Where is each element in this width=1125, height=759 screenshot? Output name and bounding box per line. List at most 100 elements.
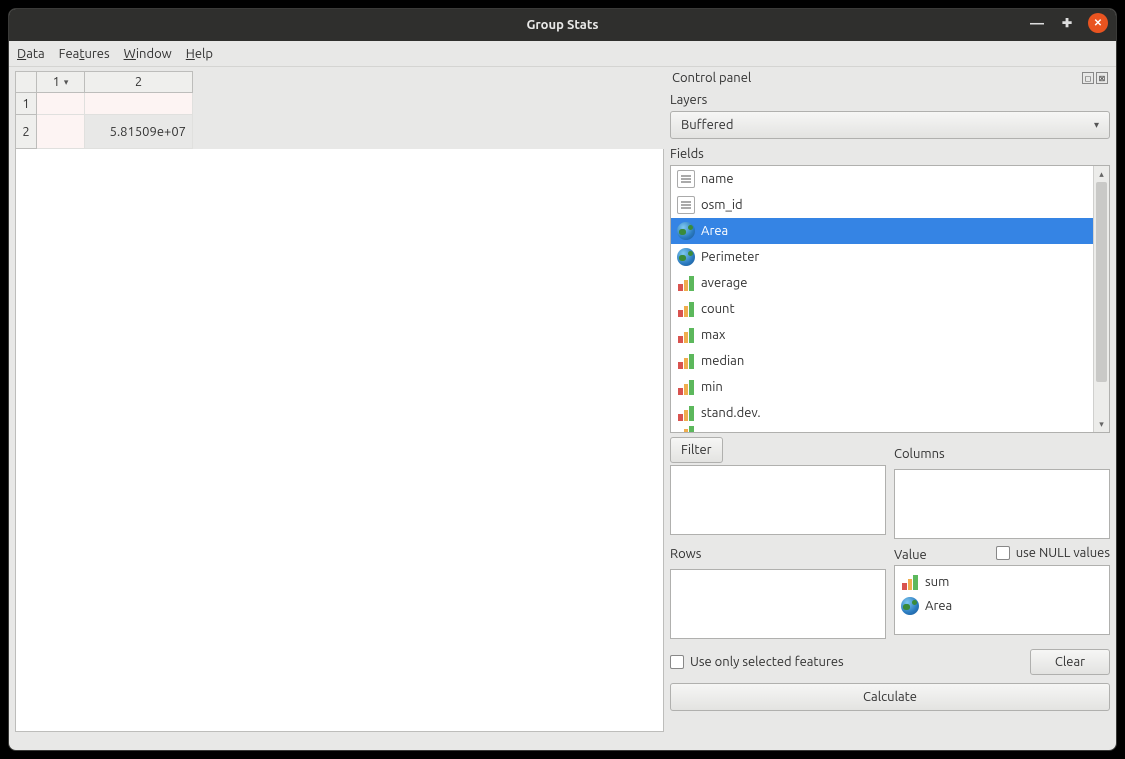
fields-scrollbar[interactable]: ▴ ▾ (1093, 166, 1109, 432)
value-item-area[interactable]: Area (899, 594, 1105, 618)
bottom-row: Use only selected features Clear (670, 649, 1110, 675)
clear-button[interactable]: Clear (1030, 649, 1110, 675)
rows-value-row: Rows Value use NULL values sum Area (670, 543, 1110, 639)
control-panel-header: Control panel ◻ ⊠ (670, 71, 1110, 85)
cell-2-2[interactable]: 5.81509e+07 (85, 115, 193, 149)
menu-window[interactable]: Window (124, 47, 172, 61)
undock-icon[interactable]: ◻ (1082, 72, 1094, 84)
checkbox-icon (996, 546, 1010, 560)
columns-label: Columns (894, 441, 1110, 467)
text-field-icon (677, 196, 695, 214)
titlebar: Group Stats (9, 9, 1116, 41)
field-item-area[interactable]: Area (671, 218, 1093, 244)
row-header-1[interactable]: 1 (15, 93, 37, 115)
value-column: Value use NULL values sum Area (894, 543, 1110, 639)
fields-label: Fields (670, 147, 1110, 161)
field-item-osm-id[interactable]: osm_id (671, 192, 1093, 218)
row-header-2[interactable]: 2 (15, 115, 37, 149)
field-item-label: name (701, 172, 734, 186)
field-item-perimeter[interactable]: Perimeter (671, 244, 1093, 270)
cell-1-1[interactable] (37, 93, 85, 115)
rows-label: Rows (670, 547, 886, 567)
bars-icon (677, 300, 695, 318)
use-selected-label: Use only selected features (690, 655, 844, 669)
columns-column: Columns (894, 437, 1110, 539)
field-item-stand-dev-[interactable]: stand.dev. (671, 400, 1093, 426)
column-header-2[interactable]: 2 (85, 71, 193, 93)
field-item-label: average (701, 276, 747, 290)
filter-drop-area[interactable] (670, 465, 886, 535)
menubar: Data Features Window Help (9, 41, 1116, 67)
window-controls (1028, 13, 1108, 33)
table-row: 2 5.81509e+07 (15, 115, 664, 149)
results-header-row: 1 2 (15, 71, 664, 93)
window: Group Stats Data Features Window Help 1 2 1… (8, 8, 1117, 751)
cell-1-2[interactable] (85, 93, 193, 115)
layers-combo[interactable]: Buffered (670, 111, 1110, 139)
bars-icon (677, 404, 695, 422)
control-panel: Control panel ◻ ⊠ Layers Buffered Fields… (670, 71, 1110, 732)
calculate-button[interactable]: Calculate (670, 683, 1110, 711)
field-item-median[interactable]: median (671, 348, 1093, 374)
bars-icon (677, 274, 695, 292)
field-item-label: count (701, 302, 735, 316)
field-item-count[interactable]: count (671, 296, 1093, 322)
bars-icon (677, 326, 695, 344)
field-item-label: osm_id (701, 198, 743, 212)
text-field-icon (677, 170, 695, 188)
field-item-label: min (701, 380, 723, 394)
content-area: 1 2 1 2 5.81509e+07 Control panel ◻ ⊠ (9, 67, 1116, 750)
minimize-button[interactable] (1028, 14, 1046, 32)
use-null-label: use NULL values (1016, 546, 1110, 560)
field-item-label: Area (701, 224, 728, 238)
rows-drop-area[interactable] (670, 569, 886, 639)
value-label: Value (894, 548, 927, 562)
panel-header-icons: ◻ ⊠ (1082, 72, 1108, 84)
window-title: Group Stats (526, 18, 598, 32)
rows-column: Rows (670, 543, 886, 639)
menu-features[interactable]: Features (59, 47, 110, 61)
globe-icon (677, 248, 695, 266)
close-button[interactable] (1088, 13, 1108, 33)
field-item-min[interactable]: min (671, 374, 1093, 400)
field-item-label: stand.dev. (701, 406, 761, 420)
fields-list[interactable]: name osm_id Area Perimeter average count max me… (671, 166, 1093, 432)
column-header-1[interactable]: 1 (37, 71, 85, 93)
scroll-down-icon[interactable]: ▾ (1094, 416, 1109, 432)
field-item-label: Perimeter (701, 250, 759, 264)
field-item-label: max (701, 328, 725, 342)
control-panel-title: Control panel (672, 71, 751, 85)
checkbox-icon (670, 655, 684, 669)
value-drop-area[interactable]: sum Area (894, 565, 1110, 635)
value-item-label: sum (925, 575, 949, 589)
menu-data[interactable]: Data (17, 47, 45, 61)
columns-drop-area[interactable] (894, 469, 1110, 539)
results-pane: 1 2 1 2 5.81509e+07 (15, 71, 664, 732)
filter-column: Filter (670, 437, 886, 539)
filter-button[interactable]: Filter (670, 437, 723, 463)
globe-icon (677, 222, 695, 240)
table-corner[interactable] (15, 71, 37, 93)
field-item-partial[interactable] (671, 426, 1093, 432)
value-item-sum[interactable]: sum (899, 570, 1105, 594)
bars-icon (677, 352, 695, 370)
field-item-max[interactable]: max (671, 322, 1093, 348)
field-item-name[interactable]: name (671, 166, 1093, 192)
bars-icon (677, 426, 695, 432)
cell-2-1[interactable] (37, 115, 85, 149)
use-null-checkbox[interactable]: use NULL values (996, 546, 1110, 560)
bars-icon (901, 573, 919, 591)
use-selected-checkbox[interactable]: Use only selected features (670, 655, 1022, 669)
menu-help[interactable]: Help (186, 47, 213, 61)
field-item-label: median (701, 354, 744, 368)
table-row: 1 (15, 93, 664, 115)
scroll-thumb[interactable] (1096, 182, 1107, 382)
maximize-button[interactable] (1058, 14, 1076, 32)
layers-value: Buffered (681, 118, 733, 132)
globe-icon (901, 597, 919, 615)
results-body (15, 149, 664, 732)
scroll-up-icon[interactable]: ▴ (1094, 166, 1109, 182)
layers-label: Layers (670, 93, 1110, 107)
close-panel-icon[interactable]: ⊠ (1096, 72, 1108, 84)
field-item-average[interactable]: average (671, 270, 1093, 296)
